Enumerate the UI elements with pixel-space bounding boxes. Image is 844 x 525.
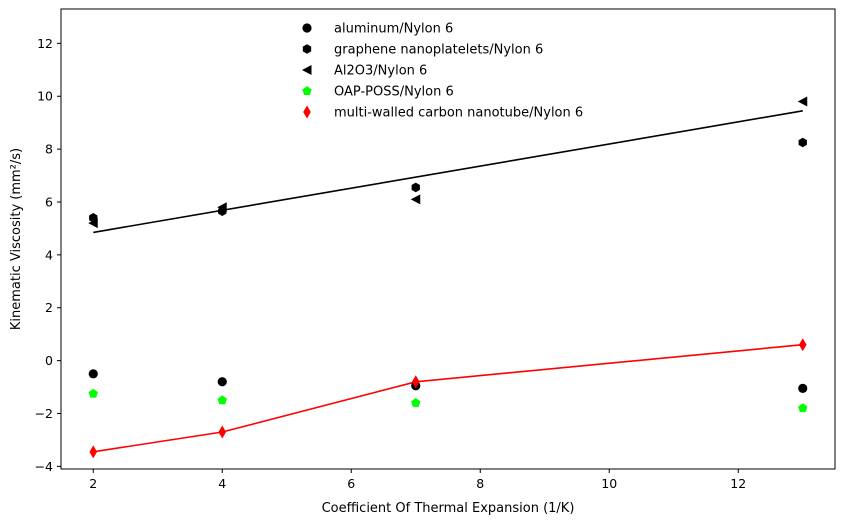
y-tick-label: −4 [35, 459, 53, 474]
y-axis: −4 −2 0 2 4 6 8 10 12 [35, 36, 61, 474]
y-tick-label: 0 [45, 353, 53, 368]
x-tick-label: 4 [218, 476, 226, 491]
y-tick-label: 6 [45, 194, 53, 209]
y-axis-title: Kinematic Viscosity (mm²/s) [9, 148, 24, 330]
legend-item: multi-walled carbon nanotube/Nylon 6 [303, 105, 583, 121]
x-tick-label: 6 [347, 476, 355, 491]
data-point [798, 137, 807, 148]
data-point [89, 445, 98, 459]
y-tick-label: 10 [37, 89, 53, 104]
legend-label: graphene nanoplatelets/Nylon 6 [334, 43, 543, 58]
legend-label: OAP-POSS/Nylon 6 [334, 85, 454, 100]
plot-frame [60, 8, 836, 470]
y-tick-label: 8 [45, 142, 53, 157]
x-tick-label: 10 [601, 476, 617, 491]
legend-item: OAP-POSS/Nylon 6 [302, 85, 454, 100]
data-point [218, 425, 227, 439]
data-point [411, 398, 421, 407]
y-tick-label: 2 [45, 300, 53, 315]
data-point [798, 403, 808, 413]
x-axis: 2 4 6 8 10 12 [89, 469, 746, 491]
y-tick-label: 12 [37, 36, 53, 51]
legend-marker [302, 44, 312, 54]
data-point [411, 182, 420, 193]
legend-marker [302, 86, 312, 95]
legend-label: Al2O3/Nylon 6 [334, 64, 427, 79]
data-point [217, 377, 227, 387]
legend-label: multi-walled carbon nanotube/Nylon 6 [334, 106, 583, 121]
x-tick-label: 2 [89, 476, 97, 491]
lines-layer [93, 110, 803, 453]
data-point [797, 96, 808, 107]
data-point [217, 395, 227, 405]
data-point [88, 218, 98, 229]
legend-item: aluminum/Nylon 6 [302, 22, 453, 37]
points-layer [88, 96, 808, 459]
x-tick-label: 8 [476, 476, 484, 491]
legend-marker [302, 65, 312, 75]
data-point [798, 383, 808, 393]
data-point [410, 194, 421, 205]
legend-item: graphene nanoplatelets/Nylon 6 [302, 43, 543, 58]
fit-line [93, 110, 803, 234]
data-point [88, 388, 98, 398]
legend-label: aluminum/Nylon 6 [334, 22, 453, 37]
data-point [411, 375, 420, 389]
legend-marker [303, 105, 311, 119]
series-line [93, 343, 803, 453]
legend-marker [302, 23, 312, 33]
data-point [88, 369, 98, 379]
data-point [217, 202, 227, 213]
y-tick-label: 4 [45, 247, 53, 262]
data-point [798, 338, 807, 352]
y-tick-label: −2 [35, 406, 53, 421]
x-axis-title: Coefficient Of Thermal Expansion (1/K) [322, 501, 575, 516]
legend: aluminum/Nylon 6 graphene nanoplatelets/N… [302, 22, 583, 121]
legend-item: Al2O3/Nylon 6 [302, 64, 427, 79]
x-tick-label: 12 [730, 476, 746, 491]
